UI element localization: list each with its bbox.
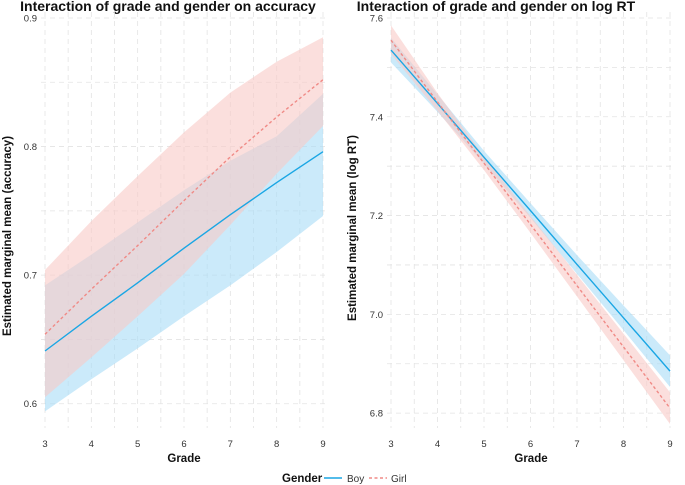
y-tick-labels-logrt: 6.8 7.0 7.2 7.4 7.6 <box>370 14 383 420</box>
x-tick-label: 6 <box>528 439 533 450</box>
y-tick-label: 6.8 <box>370 409 383 420</box>
x-tick-label: 8 <box>274 439 279 450</box>
x-tick-labels-logrt: 3 4 5 6 7 8 9 <box>388 439 672 450</box>
x-tick-label: 7 <box>228 439 233 450</box>
confidence-bands-accuracy <box>45 37 323 412</box>
panel-logrt: Interaction of grade and gender on log R… <box>347 0 674 465</box>
ci-band-girl-accuracy <box>45 37 323 398</box>
series-lines-logrt <box>390 39 671 409</box>
x-tick-label: 9 <box>320 439 325 450</box>
line-boy-accuracy <box>44 151 324 352</box>
legend: Gender Boy Girl <box>282 473 407 485</box>
y-axis-label-logrt: Estimated marginal mean (log RT) <box>347 135 359 321</box>
x-tick-label: 6 <box>181 439 186 450</box>
x-tick-label: 7 <box>574 439 579 450</box>
x-tick-label: 5 <box>481 439 486 450</box>
y-axis-label-accuracy: Estimated marginal mean (accuracy) <box>2 136 14 336</box>
legend-label-boy: Boy <box>347 474 364 485</box>
x-tick-label: 5 <box>135 439 140 450</box>
y-tick-label: 0.7 <box>24 271 37 282</box>
legend-label-girl: Girl <box>391 474 407 485</box>
chart-title-logrt: Interaction of grade and gender on log R… <box>357 0 636 14</box>
x-tick-label: 9 <box>667 439 672 450</box>
y-tick-labels-accuracy: 0.6 0.7 0.8 0.9 <box>24 14 37 411</box>
x-tick-labels-accuracy: 3 4 5 6 7 8 9 <box>42 439 325 450</box>
line-girl-logrt <box>390 39 671 409</box>
panel-accuracy: Interaction of grade and gender on accur… <box>2 0 327 465</box>
y-tick-label: 7.2 <box>370 211 383 222</box>
y-tick-label: 7.0 <box>370 310 383 321</box>
x-tick-label: 8 <box>621 439 626 450</box>
y-tick-label: 7.6 <box>370 14 383 25</box>
x-axis-label-accuracy: Grade <box>167 453 200 465</box>
y-tick-label: 0.6 <box>24 399 37 410</box>
series-lines-accuracy <box>44 79 324 352</box>
y-tick-label: 0.9 <box>24 14 37 25</box>
x-tick-label: 3 <box>42 439 47 450</box>
legend-title: Gender <box>282 473 323 485</box>
line-girl-accuracy <box>44 79 324 335</box>
x-axis-label-logrt: Grade <box>514 453 547 465</box>
x-tick-label: 3 <box>388 439 393 450</box>
line-boy-logrt <box>390 49 671 372</box>
x-tick-label: 4 <box>89 439 94 450</box>
x-tick-label: 4 <box>435 439 440 450</box>
y-tick-label: 7.4 <box>370 112 383 123</box>
y-tick-label: 0.8 <box>24 142 37 153</box>
gridlines-logrt <box>387 12 674 428</box>
chart-title-accuracy: Interaction of grade and gender on accur… <box>20 0 316 14</box>
